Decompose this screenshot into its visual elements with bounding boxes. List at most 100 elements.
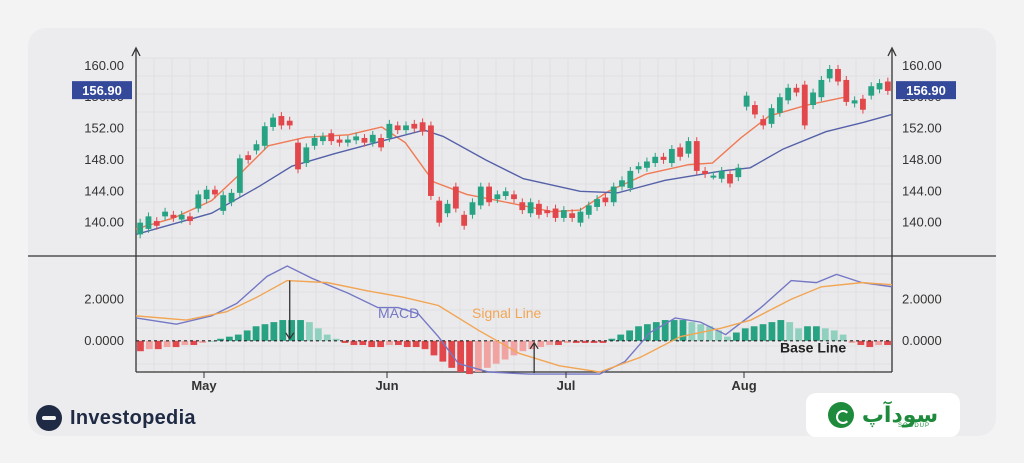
- histogram-bar: [421, 340, 429, 350]
- candle: [743, 95, 750, 107]
- histogram-bar: [750, 326, 758, 341]
- candle: [469, 202, 476, 215]
- histogram-bar: [813, 326, 820, 341]
- histogram-bar: [715, 330, 722, 341]
- histogram-bar: [314, 328, 322, 341]
- candle: [494, 194, 501, 200]
- histogram-bar: [323, 334, 331, 341]
- candle: [602, 197, 609, 203]
- histogram-bar: [590, 340, 598, 343]
- candle: [552, 208, 559, 218]
- histogram-bar: [350, 340, 358, 345]
- histogram-bar: [777, 320, 785, 341]
- histogram-bar: [226, 336, 233, 341]
- candle: [245, 155, 252, 160]
- candle: [386, 123, 393, 138]
- candle: [286, 120, 293, 126]
- candle: [652, 156, 659, 164]
- candle: [195, 194, 202, 209]
- candle: [594, 199, 600, 207]
- candle: [444, 203, 451, 214]
- candle: [527, 202, 534, 214]
- y-tick-left: 152.00: [84, 121, 124, 136]
- histogram-bar: [741, 328, 749, 341]
- candle: [228, 192, 235, 203]
- candle: [810, 92, 816, 106]
- histogram-bar: [617, 334, 625, 341]
- histogram-bar: [439, 340, 447, 362]
- candle: [702, 170, 708, 175]
- y-tick-left: 160.00: [84, 58, 124, 73]
- histogram-bar: [839, 334, 847, 341]
- histogram-bar: [626, 330, 634, 341]
- candle: [710, 175, 717, 178]
- candle: [220, 195, 227, 211]
- crossover-arrowhead-up: [529, 341, 539, 350]
- candle: [536, 203, 542, 215]
- histogram-bar: [199, 340, 207, 343]
- candle: [419, 122, 426, 132]
- candle: [735, 167, 742, 178]
- candle: [170, 214, 177, 218]
- soodup-watermark: سودآپ SOODUP: [806, 393, 960, 437]
- histogram-bar: [137, 340, 144, 352]
- candle: [477, 186, 484, 206]
- y-tick-right: 148.00: [902, 152, 942, 167]
- histogram-bar: [848, 340, 856, 343]
- candle: [727, 174, 733, 184]
- macd-y-tick-left: 2.0000: [84, 291, 124, 306]
- histogram-bar: [288, 320, 296, 341]
- candle: [270, 117, 276, 127]
- histogram-bar: [412, 340, 420, 348]
- histogram-bar: [501, 340, 509, 360]
- histogram-bar: [306, 322, 313, 341]
- histogram-bar: [866, 340, 874, 348]
- base-line-label: Base Line: [780, 339, 846, 355]
- histogram-bar: [261, 324, 269, 341]
- candle: [693, 141, 700, 171]
- histogram-bar: [546, 340, 553, 345]
- candle: [569, 213, 576, 218]
- candle: [344, 139, 351, 143]
- histogram-bar: [163, 340, 171, 348]
- candle: [884, 81, 891, 91]
- histogram-bar: [670, 320, 678, 341]
- candle: [328, 133, 335, 142]
- histogram-bar: [270, 322, 278, 341]
- macd-chart: 160.00160.00156.00156.00152.00152.00148.…: [28, 46, 996, 393]
- candle: [394, 125, 401, 131]
- partner-sub: SOODUP: [898, 423, 931, 429]
- candle: [452, 186, 459, 209]
- histogram-bar: [644, 324, 651, 341]
- histogram-bar: [563, 340, 571, 343]
- x-tick-label: Aug: [731, 378, 756, 393]
- y-tick-right: 152.00: [902, 121, 942, 136]
- histogram-bar: [652, 322, 660, 341]
- price-badge-left-bg: [72, 81, 132, 100]
- moving-average-slow: [135, 113, 893, 236]
- candle: [203, 189, 210, 200]
- candle: [311, 137, 318, 146]
- candle: [369, 134, 376, 143]
- histogram-bar: [875, 340, 883, 345]
- y-tick-right: 160.00: [902, 58, 942, 73]
- histogram-bar: [519, 340, 527, 352]
- price-badge-right: 156.90: [906, 83, 946, 98]
- histogram-bar: [679, 320, 687, 341]
- histogram-bar: [368, 340, 376, 348]
- price-badge-left: 156.90: [82, 83, 122, 98]
- candle: [137, 222, 144, 235]
- crossover-arrowhead-down: [285, 332, 295, 340]
- candle: [835, 68, 841, 82]
- candle: [236, 158, 243, 193]
- histogram-bar: [804, 326, 811, 341]
- candle: [145, 216, 152, 229]
- candle: [818, 79, 825, 98]
- candle: [436, 200, 443, 223]
- candle: [486, 186, 492, 203]
- partner-name: سودآپ: [861, 402, 939, 428]
- brand-name: Investopedia: [70, 406, 196, 429]
- macd-label: MACD: [378, 305, 419, 321]
- candle: [585, 205, 592, 215]
- candle: [353, 136, 360, 141]
